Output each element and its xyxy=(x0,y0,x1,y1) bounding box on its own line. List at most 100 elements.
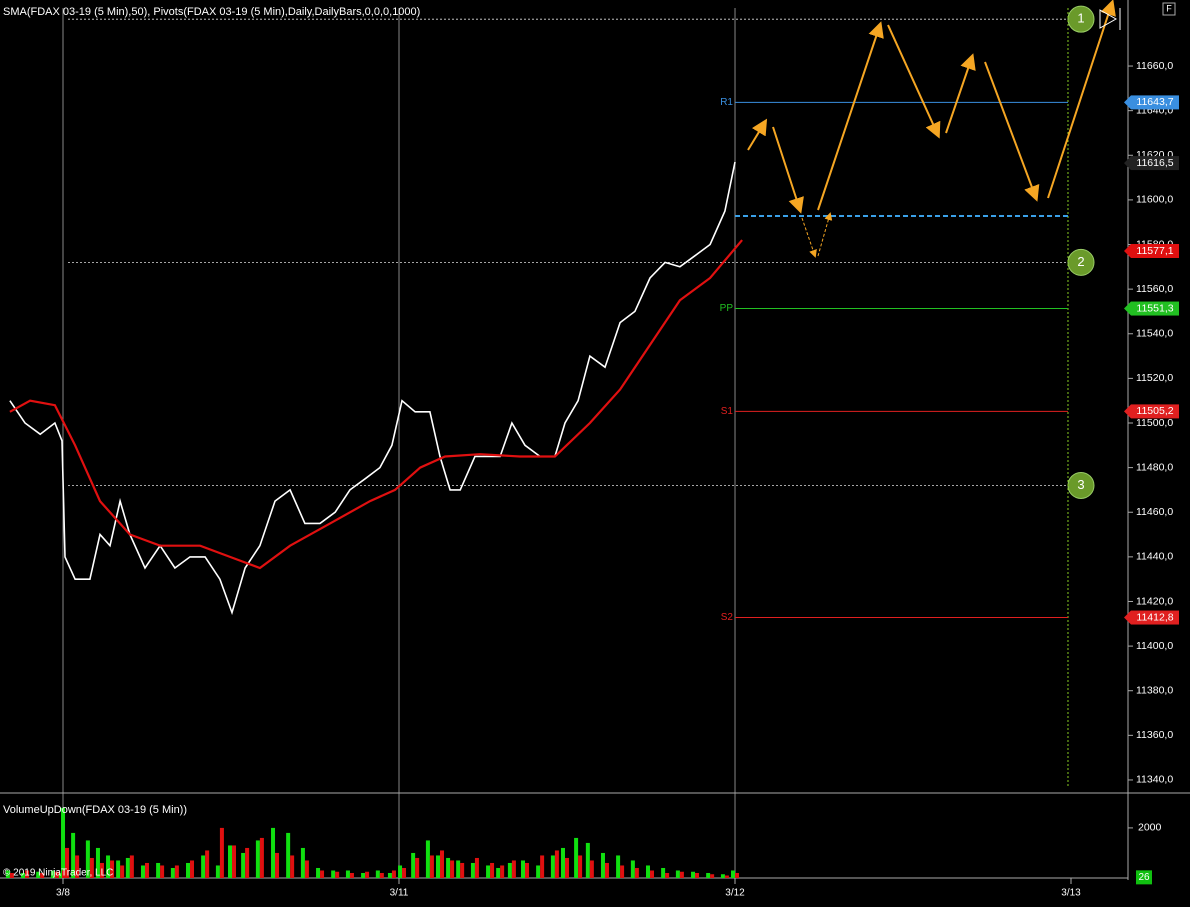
volume-bar xyxy=(9,872,14,878)
x-tick-label: 3/13 xyxy=(1061,888,1081,899)
volume-bar xyxy=(228,845,233,878)
volume-bar xyxy=(470,862,475,878)
volume-bar xyxy=(536,865,541,878)
volume-bar xyxy=(75,855,80,878)
pivot-tag-pointer xyxy=(1124,301,1131,316)
volume-bar xyxy=(435,855,440,878)
volume-bar xyxy=(201,855,206,878)
volume-bar xyxy=(271,827,276,878)
volume-bar xyxy=(710,874,715,878)
volume-bar xyxy=(331,870,336,878)
volume-bar xyxy=(574,837,579,878)
pivot-tag xyxy=(1131,404,1179,419)
volume-bar xyxy=(620,865,625,878)
volume-bar xyxy=(25,870,30,878)
volume-bar xyxy=(259,837,264,878)
volume-bar xyxy=(125,857,130,878)
pivot-name: S1 xyxy=(721,406,734,417)
y-tick-label: 11360,0 xyxy=(1136,729,1173,741)
volume-bar xyxy=(54,871,59,878)
volume-title: VolumeUpDown(FDAX 03-19 (5 Min)) xyxy=(3,804,187,816)
volume-bar xyxy=(245,847,250,878)
volume-bar xyxy=(720,874,725,878)
pivot-tag-pointer xyxy=(1124,95,1131,110)
sma-tag-label: 11577,1 xyxy=(1136,245,1173,257)
volume-bar xyxy=(21,872,26,878)
volume-bar xyxy=(387,872,392,878)
volume-bar xyxy=(634,867,639,878)
y-tick-label: 11380,0 xyxy=(1136,685,1173,697)
volume-bar xyxy=(731,870,736,878)
volume-tag-label: 26 xyxy=(1138,872,1150,883)
volume-bar xyxy=(255,840,260,878)
y-tick-label: 11560,0 xyxy=(1136,283,1173,295)
volume-bar xyxy=(507,862,512,878)
volume-bar xyxy=(706,872,711,878)
volume-bar xyxy=(375,870,380,878)
volume-bar xyxy=(490,862,495,878)
volume-bar xyxy=(415,857,420,878)
volume-bar xyxy=(5,870,10,878)
pivot-tag-pointer xyxy=(1124,404,1131,419)
volume-bar xyxy=(116,860,121,878)
volume-bar xyxy=(144,862,149,878)
price-line xyxy=(9,161,736,616)
volume-bar xyxy=(521,860,526,878)
pivot-tag-label: 11505,2 xyxy=(1136,405,1173,417)
volume-bar xyxy=(630,860,635,878)
volume-bar xyxy=(304,860,309,878)
volume-bar xyxy=(85,840,90,878)
last-price-tag-label: 11616,5 xyxy=(1136,157,1173,169)
volume-bar xyxy=(110,860,115,878)
volume-bar xyxy=(335,871,340,878)
volume-tag xyxy=(1136,870,1152,885)
corner-button-label[interactable]: F xyxy=(1166,3,1172,13)
volume-bar xyxy=(735,872,740,878)
forecast-arrows xyxy=(747,0,1116,258)
volume-bar xyxy=(71,832,76,878)
volume-bar xyxy=(190,860,195,878)
volume-bar xyxy=(156,862,161,878)
volume-bar xyxy=(361,872,366,878)
play-icon xyxy=(1099,8,1121,30)
volume-bar xyxy=(40,872,45,878)
volume-bar xyxy=(695,872,700,878)
x-tick-label: 3/8 xyxy=(56,888,70,899)
volume-bar xyxy=(600,852,605,878)
volume-bar xyxy=(345,870,350,878)
marker-badge xyxy=(1067,248,1095,276)
y-tick-label: 11660,0 xyxy=(1136,60,1173,72)
marker-label: 3 xyxy=(1077,477,1084,492)
pivot-tag-label: 11551,3 xyxy=(1136,302,1173,314)
volume-bar xyxy=(446,857,451,878)
y-tick-label: 11460,0 xyxy=(1136,506,1173,518)
volume-bar xyxy=(564,857,569,878)
volume-bar xyxy=(205,850,210,878)
volume-bar xyxy=(61,870,66,878)
volume-bar xyxy=(300,847,305,878)
last-price-tag-pointer xyxy=(1124,156,1131,171)
volume-bar xyxy=(646,865,651,878)
volume-bar xyxy=(241,852,246,878)
volume-bar xyxy=(106,855,111,878)
sma-tag-pointer xyxy=(1124,243,1131,258)
indicator-title: SMA(FDAX 03-19 (5 Min),50), Pivots(FDAX … xyxy=(3,6,420,18)
volume-bar xyxy=(411,852,416,878)
volume-bar xyxy=(456,860,461,878)
volume-bar xyxy=(140,865,145,878)
volume-bar xyxy=(578,855,583,878)
marker-badge xyxy=(1067,5,1095,33)
pivot-tag-label: 11643,7 xyxy=(1136,96,1173,108)
volume-bar xyxy=(316,867,321,878)
corner-button[interactable] xyxy=(1162,2,1176,16)
volume-bar xyxy=(95,847,100,878)
volume-bar xyxy=(320,870,325,878)
volume-bar xyxy=(500,865,505,878)
volume-bar xyxy=(616,855,621,878)
volume-bar xyxy=(525,862,530,878)
volume-bar xyxy=(665,872,670,878)
volume-bar xyxy=(439,850,444,878)
volume-bar xyxy=(511,860,516,878)
volume-bar xyxy=(402,867,407,878)
